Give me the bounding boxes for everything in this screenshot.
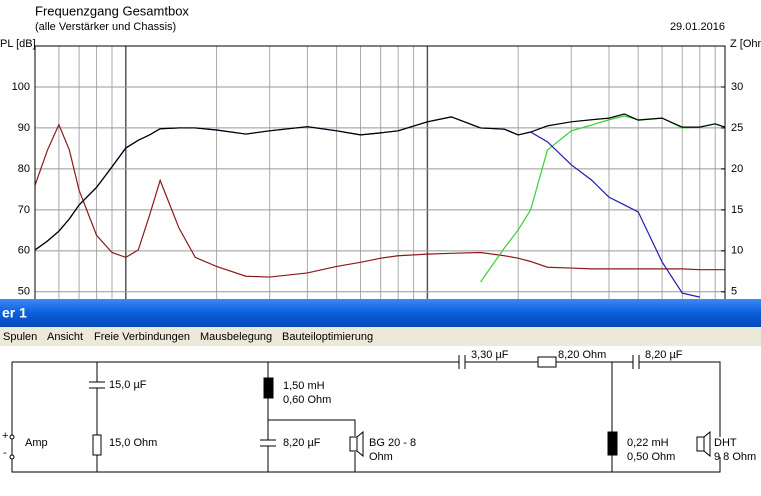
menu-item[interactable]: Spulen [3,331,37,343]
driver [349,436,358,452]
menu-item[interactable]: Freie Verbindungen [94,331,190,343]
component-label: Ohm [369,451,393,463]
capacitor [89,362,105,472]
wire [260,362,356,472]
chart-subtitle: (alle Verstärker und Chassis) [35,21,176,33]
menu-item[interactable]: Mausbelegung [200,331,272,343]
driver-cone [703,430,711,458]
driver-cone [356,430,364,458]
component-label: 8,20 µF [645,349,683,361]
series-line [35,113,725,251]
chart-date: 29.01.2016 [670,21,725,33]
schematic [9,355,721,473]
menu-item[interactable]: Bauteiloptimierung [282,331,373,343]
y2-tick-label: 25 [731,122,743,134]
menu-background [0,327,761,346]
inductor [607,431,618,456]
y2-tick-label: 5 [731,286,737,298]
window-title: er 1 [2,305,27,321]
y2-tick-label: 20 [731,163,743,175]
y2-tick-label: 10 [731,245,743,257]
wire [11,361,721,473]
component-label: 0,50 Ohm [627,451,675,463]
resistor [92,434,102,456]
series-line [35,123,725,278]
y-tick-label: 90 [18,122,30,134]
component-label: 9 8 Ohm [714,451,756,463]
capacitor [458,355,640,369]
y-tick-label: 60 [18,245,30,257]
component-label: 15,0 µF [109,379,147,391]
source-label: Amp [25,437,48,449]
driver [696,436,705,452]
y2-axis-label: Z [Ohm [730,38,761,50]
terminal-label: + [2,430,8,442]
series-line [35,116,700,298]
component-label: 3,30 µF [471,349,509,361]
menu-item[interactable]: Ansicht [47,331,83,343]
component-label: 1,50 mH [283,380,325,392]
component-label: DHT [714,437,737,449]
series-line [480,115,725,283]
terminal-label: - [3,447,7,459]
title-bar [0,299,761,327]
y-tick-label: 80 [18,163,30,175]
component-label: BG 20 - 8 [369,437,416,449]
terminal [9,434,15,440]
y2-tick-label: 15 [731,204,743,216]
terminal [9,454,15,460]
plot-area [34,45,726,301]
plot-frame [34,45,726,301]
component-label: 0,22 mH [627,437,669,449]
component-label: 8,20 Ohm [558,349,606,361]
component-label: 15,0 Ohm [109,437,157,449]
y-axis-label: PL [dB] [0,38,36,50]
y-tick-label: 100 [12,81,30,93]
y-tick-label: 50 [18,286,30,298]
y-tick-label: 70 [18,204,30,216]
resistor [537,356,557,368]
component-label: 8,20 µF [283,437,321,449]
chart-title: Frequenzgang Gesamtbox [35,3,189,18]
inductor [263,377,274,399]
y2-tick-label: 30 [731,81,743,93]
menu-bar: Spulen Ansicht Freie Verbindungen Mausbe… [0,327,761,346]
component-label: 0,60 Ohm [283,394,331,406]
